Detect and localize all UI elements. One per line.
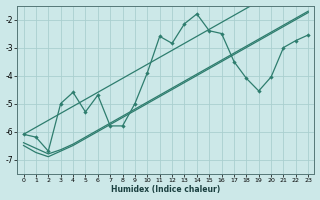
X-axis label: Humidex (Indice chaleur): Humidex (Indice chaleur): [111, 185, 220, 194]
